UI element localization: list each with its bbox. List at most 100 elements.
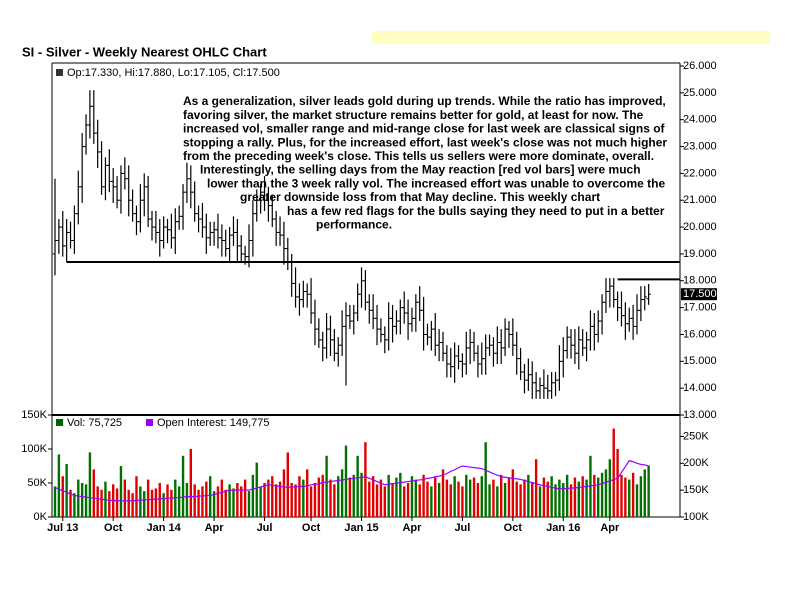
volume-bar: [403, 486, 406, 517]
volume-bar: [333, 484, 336, 517]
annotation: As a generalization, silver leads gold d…: [183, 94, 666, 108]
volume-bar: [422, 474, 425, 517]
volume-bar: [84, 484, 88, 517]
volume-bar: [154, 488, 158, 517]
volume-bar: [430, 486, 433, 517]
y-tick-label: 26.000: [683, 60, 717, 72]
volume-bar: [399, 472, 402, 517]
volume-bar: [472, 477, 476, 517]
volume-bar: [550, 476, 553, 517]
y-tick-label: 18.000: [683, 275, 717, 287]
volume-bar: [88, 452, 92, 517]
last-price-label: 17.500: [683, 288, 717, 300]
volume-bar: [189, 449, 192, 517]
y-tick-label: 14.000: [683, 382, 717, 394]
volume-bar: [181, 455, 185, 517]
volume-bar: [329, 479, 332, 517]
volume-bar: [527, 474, 530, 517]
volume-bar: [534, 459, 538, 517]
x-tick-label: Jan 16: [546, 522, 580, 534]
y-tick-label: 25.000: [683, 87, 717, 99]
volume-bar: [507, 477, 511, 517]
volume-bar: [263, 483, 266, 517]
volume-bar: [441, 469, 445, 517]
volume-bar: [546, 481, 549, 517]
volume-bar: [437, 483, 441, 517]
volume-bar: [220, 479, 224, 517]
y-tick-label: 100K: [21, 443, 47, 455]
volume-bar: [337, 476, 340, 517]
volume-bar: [620, 474, 623, 517]
volume-bar: [158, 483, 161, 517]
volume-bar: [480, 476, 483, 517]
volume-bar: [290, 483, 293, 517]
volume-bar: [612, 428, 615, 517]
volume-bar: [100, 489, 103, 517]
volume-bar: [395, 477, 398, 517]
volume-bar: [461, 486, 464, 517]
y-tick-label: 50K: [27, 477, 47, 489]
annotation: lower than the 3 week rally vol. The inc…: [207, 176, 665, 190]
y-tick-label: 23.000: [683, 140, 717, 152]
x-tick-label: Oct: [504, 522, 523, 534]
volume-bar: [236, 483, 239, 517]
volume-bar: [348, 477, 352, 517]
volume-bar: [212, 491, 216, 517]
volume-bar: [573, 477, 577, 517]
annotation: from the preceding week's close. This te…: [183, 149, 654, 163]
volume-bar: [127, 489, 130, 517]
volume-bar: [379, 479, 383, 517]
volume-bar: [565, 474, 569, 517]
volume-bar: [558, 479, 561, 517]
x-tick-label: Apr: [402, 522, 422, 534]
volume-bar: [232, 488, 235, 517]
x-tick-label: Apr: [205, 522, 225, 534]
volume-bar: [581, 476, 584, 517]
volume-bar: [600, 472, 604, 517]
volume-bar: [391, 483, 394, 517]
y-tick-label: 150K: [21, 409, 47, 421]
volume-bar: [146, 479, 150, 517]
volume-bar: [65, 463, 68, 517]
volume-bar: [449, 484, 452, 517]
volume-bar: [306, 469, 309, 517]
x-tick-label: Apr: [600, 522, 620, 534]
volume-bar: [488, 484, 491, 517]
volume-bar: [174, 479, 177, 517]
volume-bar: [523, 479, 526, 517]
volume-bar: [205, 481, 208, 517]
volume-bar: [624, 477, 627, 517]
y-tick-label: 0K: [34, 511, 48, 523]
volume-bar: [271, 476, 274, 517]
volume-bar: [562, 483, 565, 517]
volume-bar: [453, 476, 456, 517]
volume-bar: [465, 474, 468, 517]
legend-text: Open Interest: 149,775: [157, 417, 270, 429]
volume-bar: [484, 442, 487, 517]
volume-bar: [115, 488, 119, 517]
volume-bar: [503, 483, 507, 517]
volume-bar: [426, 481, 429, 517]
volume-bar: [616, 449, 619, 517]
x-tick-label: Jan 14: [147, 522, 182, 534]
volume-bar: [410, 476, 414, 517]
volume-bar: [243, 479, 247, 517]
annotation: greater downside loss from that May decl…: [240, 190, 600, 204]
volume-bar: [177, 486, 181, 517]
volume-bar: [371, 476, 375, 517]
y2-tick-label: 100K: [683, 511, 709, 523]
volume-bar: [170, 489, 173, 517]
volume-bar: [278, 481, 282, 517]
volume-bar: [445, 479, 449, 517]
volume-bar: [364, 442, 367, 517]
volume-bar: [61, 476, 64, 517]
y-tick-label: 16.000: [683, 328, 717, 340]
annotation: has a few red flags for the bulls saying…: [287, 204, 665, 218]
x-tick-label: Oct: [104, 522, 123, 534]
volume-bar: [298, 476, 301, 517]
volume-bar: [597, 477, 600, 517]
volume-bar: [554, 484, 557, 517]
volume-bar: [344, 445, 348, 517]
volume-bar: [519, 484, 522, 517]
